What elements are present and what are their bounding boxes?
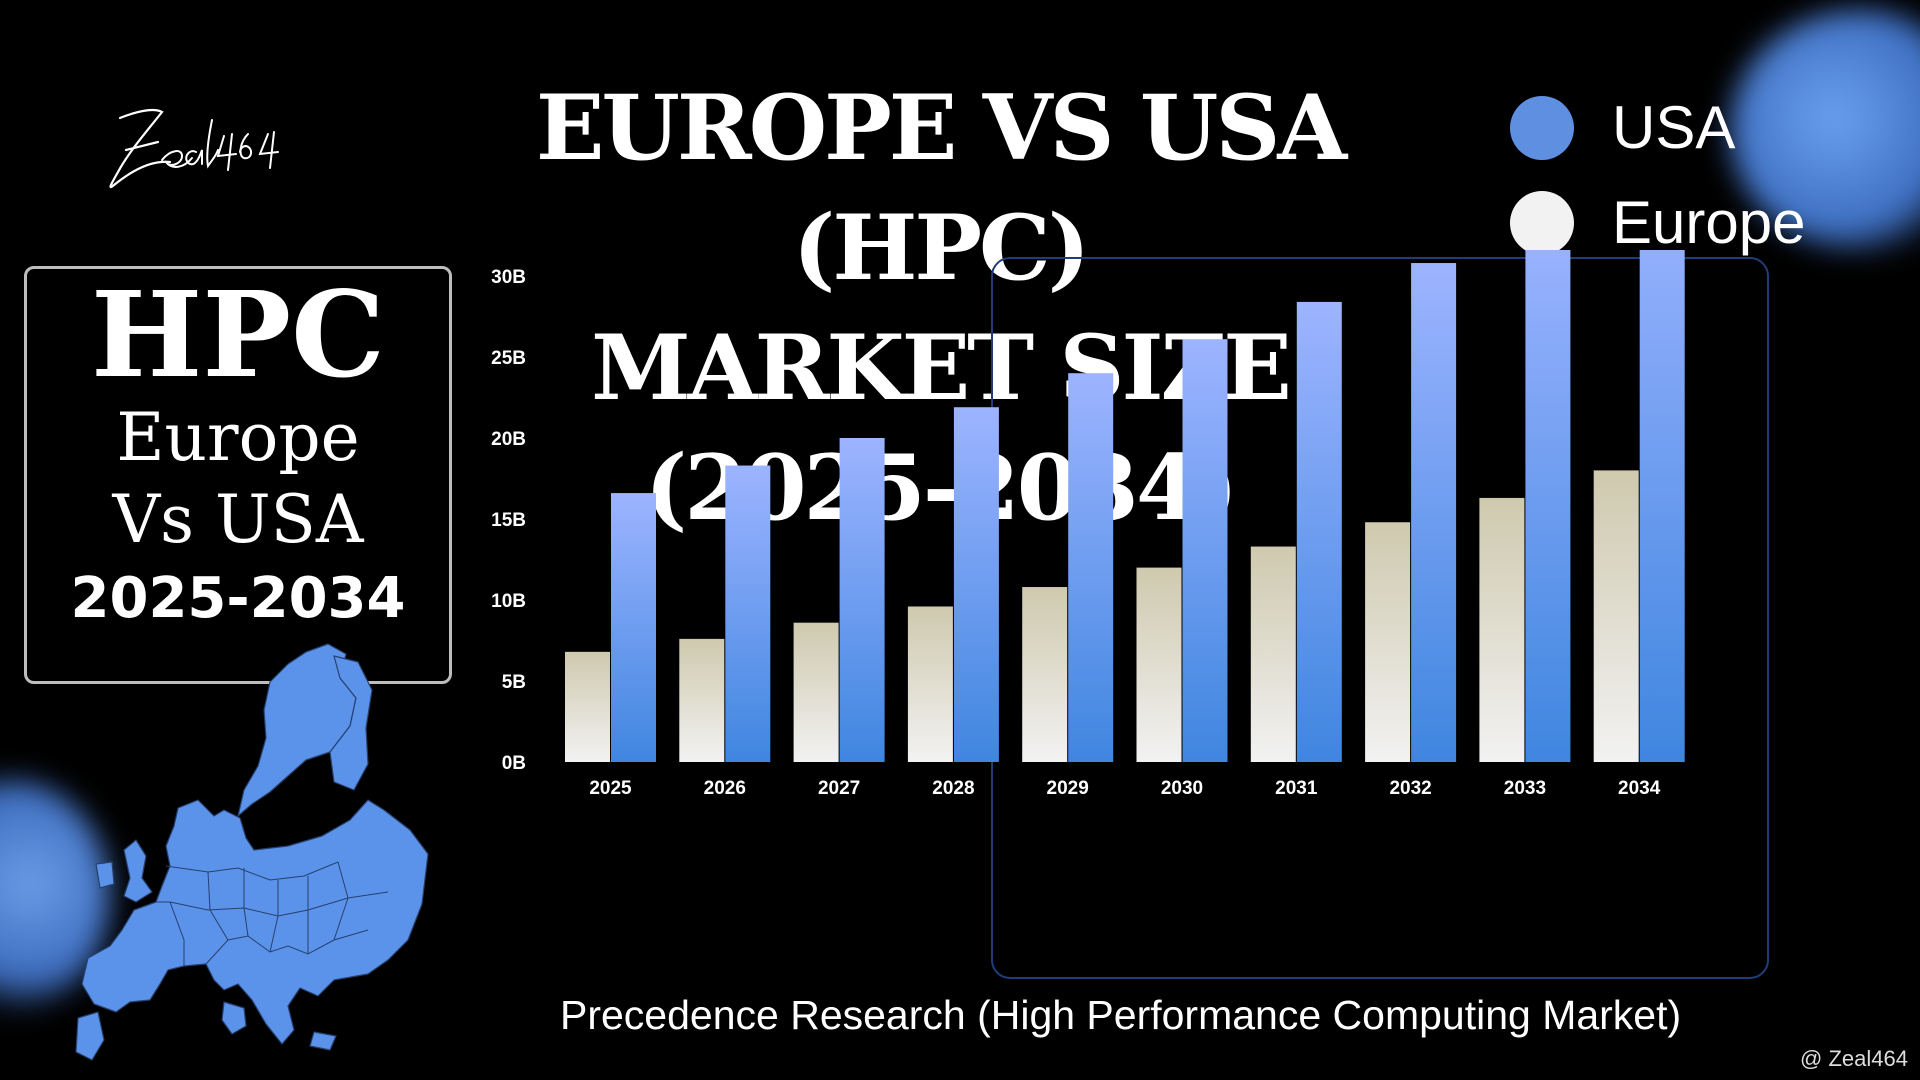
legend-item-usa: USA xyxy=(1510,80,1805,175)
bar-europe-2028 xyxy=(907,606,953,762)
x-tick-label-2025: 2025 xyxy=(589,778,632,799)
info-box: HPC Europe Vs USA 2025-2034 xyxy=(24,266,452,684)
bar-europe-2026 xyxy=(679,638,725,762)
bar-usa-2026 xyxy=(725,465,771,762)
x-tick-label-2030: 2030 xyxy=(1161,778,1203,799)
chart-title-line-2: MARKET SIZE xyxy=(591,315,1292,421)
bars xyxy=(565,250,1685,763)
legend-swatch-europe xyxy=(1510,190,1574,255)
y-axis: 0B 5B 10B 15B 20B 25B 30B xyxy=(491,267,526,774)
bar-usa-2033 xyxy=(1525,250,1571,763)
y-tick-label-30B: 30B xyxy=(491,267,526,288)
bar-usa-2029 xyxy=(1068,373,1114,762)
info-box-years: 2025-2034 xyxy=(70,566,406,631)
bar-usa-2032 xyxy=(1411,263,1457,762)
europe-map xyxy=(75,643,429,1061)
x-tick-label-2026: 2026 xyxy=(704,778,746,799)
x-tick-label-2032: 2032 xyxy=(1389,778,1431,799)
bar-europe-2034 xyxy=(1593,470,1639,762)
signature-logo xyxy=(109,108,279,189)
info-box-vs-usa: Vs USA xyxy=(112,481,364,558)
x-tick-label-2029: 2029 xyxy=(1047,778,1089,799)
legend-label-usa: USA xyxy=(1612,94,1736,161)
bar-usa-2034 xyxy=(1639,250,1685,763)
x-tick-label-2033: 2033 xyxy=(1504,778,1546,799)
y-tick-label-20B: 20B xyxy=(491,429,526,450)
bar-europe-2031 xyxy=(1250,546,1296,762)
info-box-europe: Europe xyxy=(116,399,360,476)
bar-usa-2027 xyxy=(839,438,885,762)
chart-title: EUROPE VS USA (HPC) MARKET SIZE (2025-20… xyxy=(380,68,1500,548)
bar-usa-2028 xyxy=(953,407,999,762)
bar-europe-2027 xyxy=(793,622,839,762)
x-tick-label-2027: 2027 xyxy=(818,778,860,799)
legend-item-europe: Europe xyxy=(1510,175,1805,270)
bar-europe-2032 xyxy=(1365,522,1411,762)
watermark: @ Zeal464 xyxy=(1800,1046,1908,1071)
x-tick-label-2034: 2034 xyxy=(1618,778,1661,799)
bar-usa-2031 xyxy=(1296,301,1342,762)
y-tick-label-10B: 10B xyxy=(491,591,526,612)
x-axis: 2025 2026 2027 2028 2029 2030 2031 2032 2033 2034 xyxy=(589,778,1660,799)
y-tick-label-25B: 25B xyxy=(491,348,526,369)
legend-label-europe: Europe xyxy=(1612,189,1806,256)
x-tick-label-2028: 2028 xyxy=(932,778,974,799)
bar-europe-2030 xyxy=(1136,567,1182,762)
bar-europe-2025 xyxy=(565,651,610,762)
bar-europe-2033 xyxy=(1479,497,1525,762)
y-tick-label-15B: 15B xyxy=(491,510,526,531)
legend-swatch-usa xyxy=(1510,95,1574,160)
bar-usa-2030 xyxy=(1182,339,1228,762)
info-box-hpc: HPC xyxy=(90,265,386,404)
y-tick-label-5B: 5B xyxy=(502,672,526,693)
chart-title-line-1: EUROPE VS USA (HPC) xyxy=(535,75,1347,301)
y-tick-label-0B: 0B xyxy=(502,753,526,774)
x-tick-label-2031: 2031 xyxy=(1275,778,1318,799)
chart-legend: USA Europe xyxy=(1510,80,1805,270)
source-caption: Precedence Research (High Performance Co… xyxy=(560,992,1682,1038)
bar-chart: 0B 5B 10B 15B 20B 25B 30B 2025 2026 2027 2028 2029… xyxy=(491,250,1769,979)
bar-usa-2025 xyxy=(611,493,656,762)
bar-europe-2029 xyxy=(1022,587,1068,762)
